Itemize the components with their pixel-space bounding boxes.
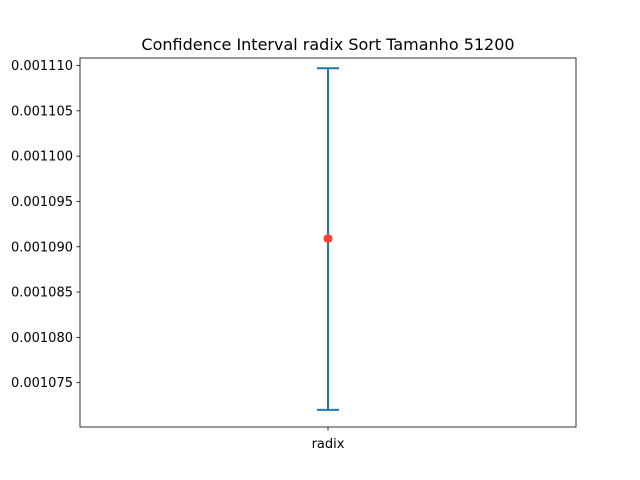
y-axis: 0.001075 0.001080 0.001085 0.001090 0.001095… [11,59,80,391]
y-tick-label: 0.001095 [11,195,73,210]
x-tick-label: radix [312,437,345,452]
y-tick-label: 0.001085 [11,286,73,301]
mean-point [323,234,333,244]
y-tick-label: 0.001090 [11,240,73,255]
y-tick-label: 0.001080 [11,331,73,346]
y-tick-label: 0.001075 [11,376,73,391]
chart-title: Confidence Interval radix Sort Tamanho 5… [141,35,514,54]
y-tick-label: 0.001110 [11,59,73,74]
x-axis: radix [312,427,345,452]
y-tick-label: 0.001105 [11,104,73,119]
series-marks [317,67,339,411]
y-tick-label: 0.001100 [11,150,73,165]
